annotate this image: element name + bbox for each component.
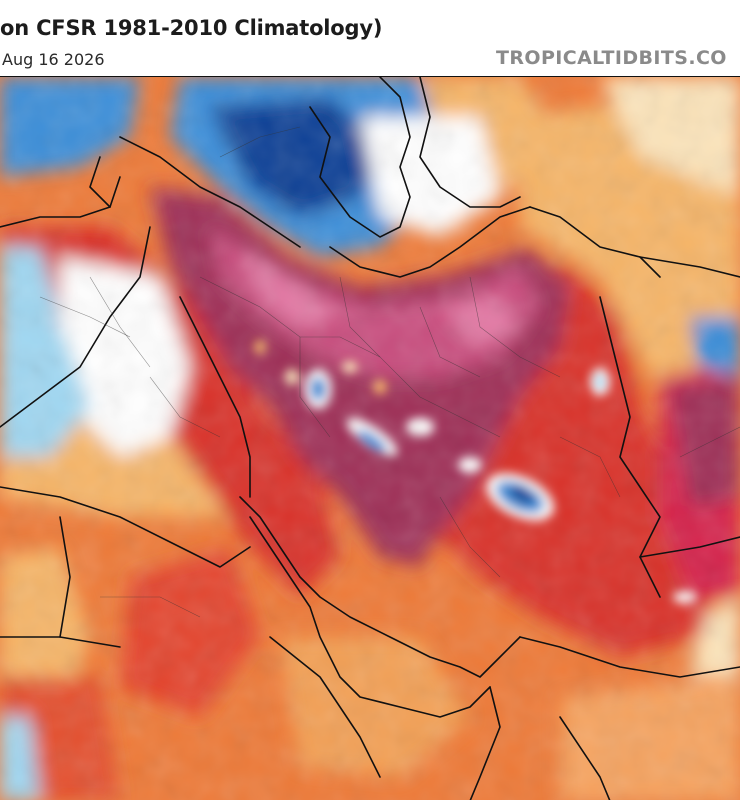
map-header: on CFSR 1981-2010 Climatology) Aug 16 20… [0,0,740,76]
caspian-south-coast [329,206,531,278]
border-caucasus [119,136,301,248]
valid-date: Aug 16 2026 [2,50,105,69]
border-iraq-syria [0,226,151,428]
border-oman-uae [559,716,611,800]
border-armenia [89,156,111,208]
map-canvas [0,77,740,800]
site-watermark: TROPICALTIDBITS.CO [496,47,727,69]
border-turkmen [529,206,661,278]
border-pakistan [639,536,740,558]
caspian-east-coast [419,77,521,208]
temperature-anomaly-map [0,76,740,800]
border-afghan-north [639,256,740,278]
border-jordan-iraq [59,516,71,638]
border-turkey [0,176,121,228]
texture-overlay [0,77,740,800]
makran-coast [519,636,740,678]
map-title: on CFSR 1981-2010 Climatology) [0,16,383,40]
province-boundaries [39,126,740,618]
border-iran-afghan [599,296,661,598]
iran-gulf-coast [239,496,521,678]
oman-coast [469,686,501,800]
border-iran-iraq [179,296,251,498]
coastlines-and-borders [0,77,740,800]
caspian-west-coast [309,77,411,238]
arabia-gulf-coast [249,516,491,718]
border-iraq-saudi [0,486,251,568]
border-saudi-interior [269,636,381,778]
